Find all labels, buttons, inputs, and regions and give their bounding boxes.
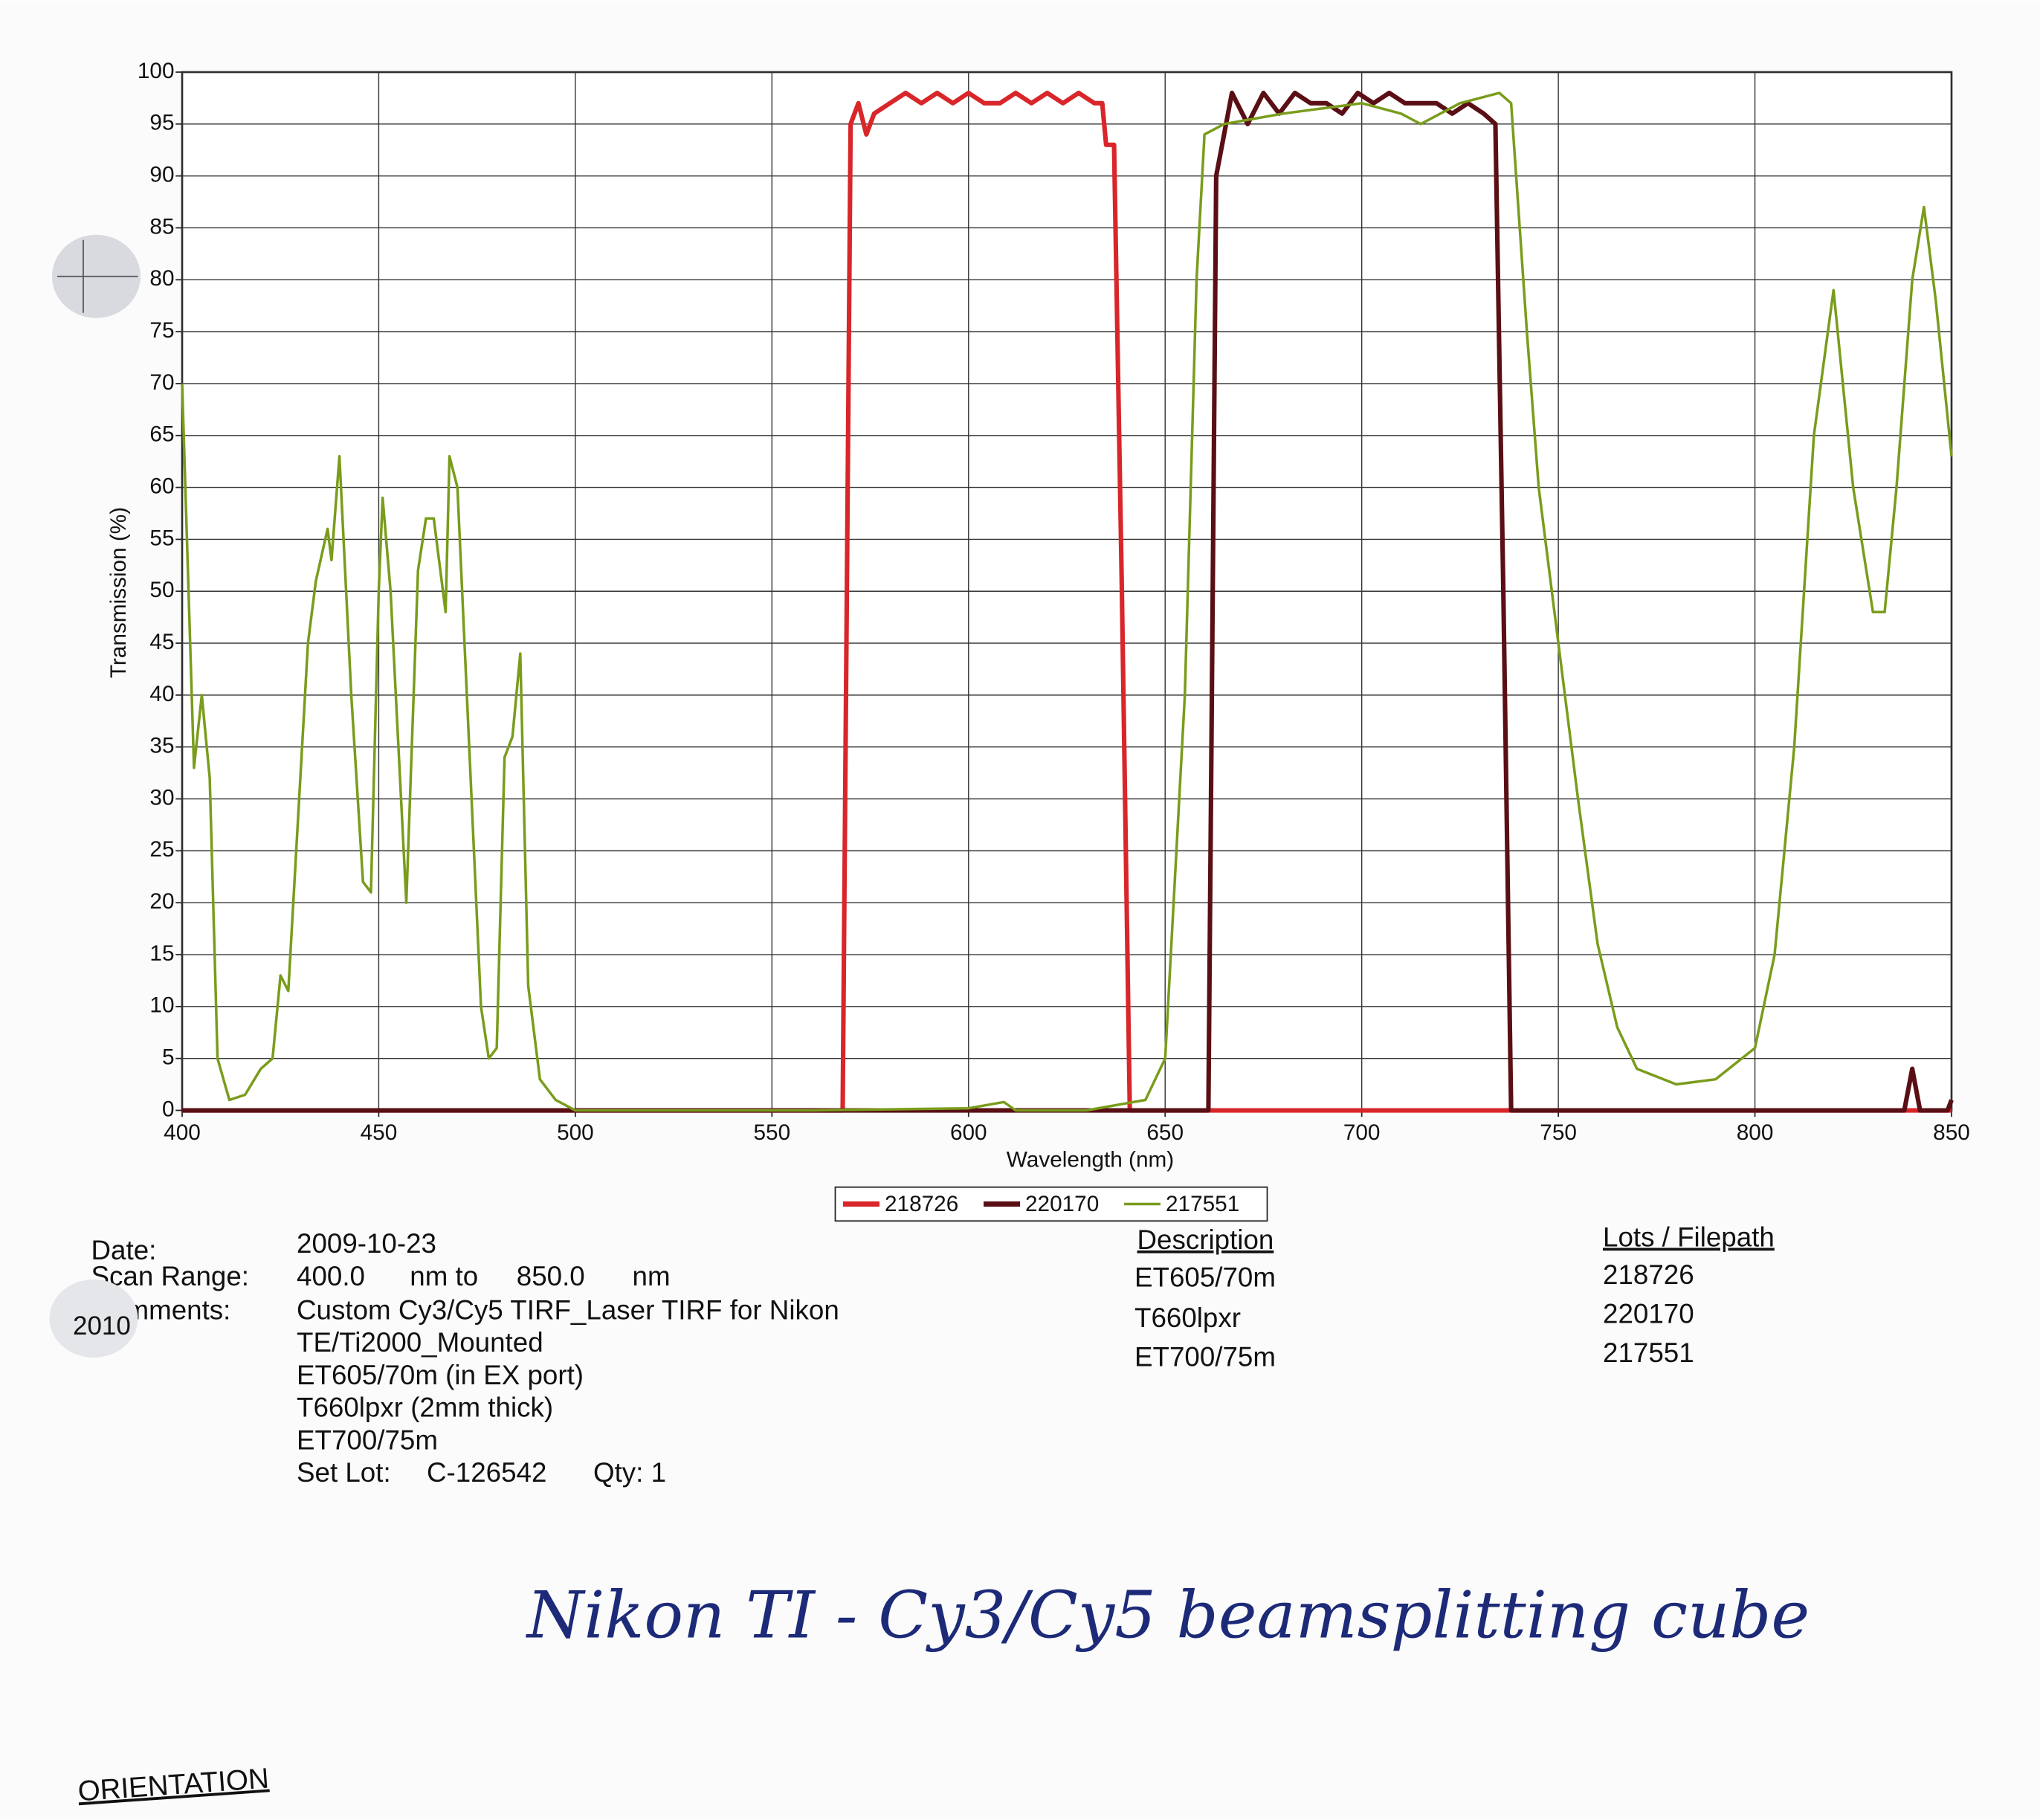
y-tick-label: 55 bbox=[149, 526, 174, 550]
label: Date: bbox=[91, 1235, 157, 1265]
comment: ET605/70m (in EX port) bbox=[297, 1360, 584, 1390]
y-tick-label: 35 bbox=[149, 734, 174, 758]
table-header: Lots / Filepath bbox=[1603, 1222, 1775, 1252]
y-tick-label: 45 bbox=[149, 630, 174, 654]
y-tick-label: 60 bbox=[149, 474, 174, 498]
label: Set Lot: bbox=[297, 1457, 391, 1488]
value: Qty: 1 bbox=[593, 1457, 666, 1488]
x-tick-label: 550 bbox=[754, 1120, 791, 1145]
x-tick-label: 400 bbox=[164, 1120, 201, 1145]
table-cell: ET700/75m bbox=[1134, 1341, 1276, 1372]
x-tick-label: 750 bbox=[1540, 1120, 1577, 1145]
sticker bbox=[49, 1280, 138, 1358]
y-tick-label: 95 bbox=[149, 111, 174, 135]
legend: 218726 220170 217551 bbox=[834, 1186, 1268, 1222]
series-line bbox=[182, 90, 1952, 1113]
x-tick-label: 500 bbox=[557, 1120, 594, 1145]
y-tick-label: 25 bbox=[149, 837, 174, 862]
sticker-text: 2010 bbox=[73, 1311, 131, 1340]
table-header: Description bbox=[1137, 1224, 1274, 1255]
value: 400.0 bbox=[297, 1261, 365, 1291]
y-tick-label: 90 bbox=[149, 163, 174, 187]
y-tick-label: 10 bbox=[149, 993, 174, 1018]
table-cell: T660lpxr bbox=[1134, 1303, 1241, 1333]
y-tick-label: 0 bbox=[162, 1097, 175, 1121]
x-tick-label: 650 bbox=[1146, 1120, 1184, 1145]
table-cell: 218726 bbox=[1603, 1259, 1694, 1290]
x-tick-label: 850 bbox=[1933, 1120, 1970, 1145]
x-tick-label: 700 bbox=[1343, 1120, 1381, 1145]
legend-box bbox=[834, 1186, 1268, 1222]
y-tick-label: 30 bbox=[149, 785, 174, 810]
x-tick-label: 450 bbox=[361, 1120, 398, 1145]
legend-label: 218726 bbox=[885, 1192, 958, 1216]
value: 850.0 bbox=[517, 1261, 585, 1291]
table: Description Lots / Filepath ET605/70m 21… bbox=[1134, 1222, 1775, 1372]
y-tick-label: 50 bbox=[149, 578, 174, 602]
y-tick-label: 75 bbox=[149, 318, 174, 343]
legend-label: 220170 bbox=[1025, 1192, 1099, 1216]
table-cell: ET605/70m bbox=[1134, 1262, 1276, 1293]
value: nm bbox=[633, 1261, 671, 1291]
y-axis-label: Transmission (%) bbox=[106, 507, 131, 678]
y-tick-label: 65 bbox=[149, 422, 174, 447]
y-tick-label: 85 bbox=[149, 214, 174, 239]
info: Date: 2009-10-23 Scan Range: 400.0 nm to… bbox=[49, 234, 839, 1488]
comment: ET700/75m bbox=[297, 1424, 438, 1455]
x-tick-label: 800 bbox=[1737, 1120, 1774, 1145]
handwriting: Nikon TI - Cy3/Cy5 beamsplitting cube bbox=[526, 1577, 1810, 1653]
value: nm to bbox=[410, 1261, 478, 1291]
comment: T660lpxr (2mm thick) bbox=[297, 1393, 553, 1423]
series-line bbox=[181, 91, 1953, 1112]
y-tick-label: 15 bbox=[149, 941, 174, 966]
y-tick-label: 70 bbox=[149, 370, 174, 395]
y-tick-label: 80 bbox=[149, 266, 174, 291]
x-tick-label: 600 bbox=[950, 1120, 987, 1145]
value: 2009-10-23 bbox=[297, 1228, 436, 1259]
y-tick-label: 5 bbox=[162, 1045, 175, 1070]
x-axis-label: Wavelength (nm) bbox=[1007, 1148, 1174, 1172]
series-line bbox=[182, 90, 1954, 1113]
legend-label: 217551 bbox=[1166, 1192, 1239, 1216]
value: C-126542 bbox=[427, 1457, 546, 1488]
table-cell: 220170 bbox=[1603, 1299, 1694, 1329]
y-tick-label: 20 bbox=[149, 889, 174, 914]
table-cell: 217551 bbox=[1603, 1337, 1694, 1368]
comment: TE/Ti2000_Mounted bbox=[297, 1327, 543, 1358]
y-tick-label: 100 bbox=[138, 59, 175, 83]
comment: Custom Cy3/Cy5 TIRF_Laser TIRF for Nikon bbox=[297, 1294, 839, 1325]
y-tick-label: 40 bbox=[149, 682, 174, 706]
